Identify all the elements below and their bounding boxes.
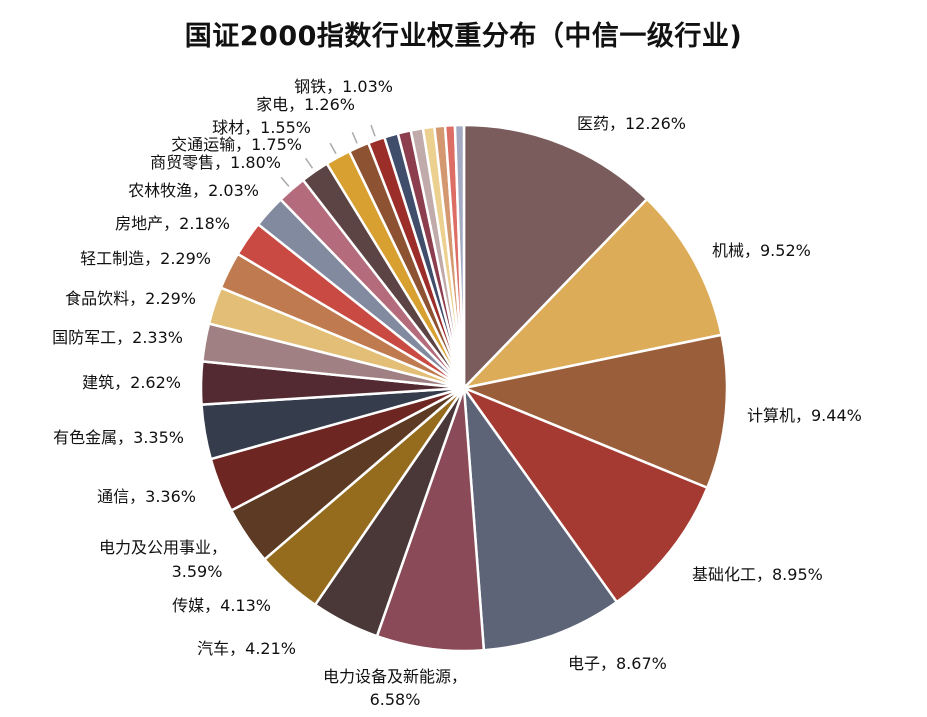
slice-label: 计算机，9.44% bbox=[747, 406, 862, 425]
slice-label-value: 3.59% bbox=[172, 562, 223, 581]
slice-label: 球材，1.55% bbox=[212, 118, 311, 137]
pie-slice bbox=[462, 383, 619, 652]
leader-line bbox=[329, 142, 337, 155]
leader-line bbox=[351, 132, 358, 144]
slice-label: 农林牧渔，2.03% bbox=[128, 181, 259, 200]
pie-slice bbox=[453, 123, 466, 389]
slice-label: 医药，12.26% bbox=[577, 114, 686, 133]
slice-label: 电力及公用事业， bbox=[99, 538, 227, 557]
slice-label: 基础化工，8.95% bbox=[692, 565, 823, 584]
slice-label: 建筑，2.62% bbox=[82, 373, 181, 392]
pie-slice bbox=[460, 197, 724, 391]
leader-line bbox=[304, 157, 314, 169]
slice-label: 家电，1.26% bbox=[256, 95, 355, 114]
slice-label: 电力设备及新能源， bbox=[323, 667, 467, 686]
slice-label: 商贸零售，1.80% bbox=[150, 153, 281, 172]
slice-label-value: 6.58% bbox=[370, 690, 421, 709]
slice-label: 轻工制造，2.29% bbox=[80, 249, 211, 268]
slice-label: 钢铁，1.03% bbox=[294, 77, 393, 96]
leader-line bbox=[280, 176, 290, 187]
slice-label: 机械，9.52% bbox=[712, 241, 811, 260]
chart-title: 国证2000指数行业权重分布（中信一级行业) bbox=[184, 21, 743, 52]
slice-label: 食品饮料，2.29% bbox=[65, 289, 196, 308]
slice-label: 国防军工，2.33% bbox=[52, 328, 183, 347]
slice-label: 电子，8.67% bbox=[568, 654, 667, 673]
slice-label: 传媒，4.13% bbox=[172, 596, 271, 615]
pie-slice bbox=[375, 387, 486, 653]
pie-slice bbox=[460, 385, 709, 604]
slice-label: 汽车，4.21% bbox=[197, 639, 296, 658]
pie-slice bbox=[462, 123, 649, 392]
slice-label: 通信，3.36% bbox=[97, 487, 196, 506]
slice-label: 交通运输，1.75% bbox=[171, 135, 302, 154]
pie-slice bbox=[459, 333, 729, 490]
leader-line bbox=[370, 124, 376, 137]
slice-label: 有色金属，3.35% bbox=[53, 428, 184, 447]
slice-label: 房地产，2.18% bbox=[115, 214, 230, 233]
